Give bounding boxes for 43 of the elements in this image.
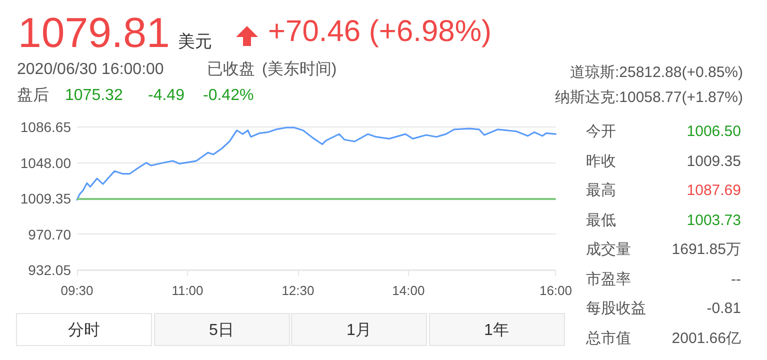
y-tick-label: 1086.65 — [20, 119, 72, 135]
text: 2001.66亿 — [672, 330, 741, 346]
text: -0.81 — [706, 300, 741, 317]
x-tick-label: 09:30 — [60, 283, 94, 298]
text: -0.42% — [203, 87, 254, 104]
text: 1月 — [291, 313, 427, 346]
x-tick-label: 14:00 — [392, 283, 425, 298]
text: 已收盘 — [207, 61, 255, 78]
text: 1087.69 — [686, 182, 741, 199]
text: 总市值 — [586, 330, 631, 346]
text: -- — [731, 270, 741, 288]
x-tick-label: 11:00 — [172, 283, 204, 298]
text: 分时 — [16, 313, 152, 346]
y-tick-label: 1009.35 — [20, 190, 72, 206]
text: 最低 — [586, 212, 616, 228]
text: 每股收益 — [586, 300, 646, 317]
x-tick-label: 16:00 — [539, 283, 572, 298]
text: 1079.81 — [18, 9, 170, 56]
text: 5日 — [154, 313, 290, 346]
line-series — [76, 126, 557, 201]
text: 美元 — [178, 32, 212, 51]
text: 道琼斯:25812.88(+0.85%) — [570, 64, 743, 81]
y-tick-label: 970.70 — [28, 226, 72, 242]
text: -4.49 — [148, 87, 184, 104]
x-tick-label: 12:30 — [282, 283, 314, 298]
text: 1075.32 — [65, 87, 123, 104]
text: 1009.35 — [686, 152, 741, 170]
text: 1年 — [428, 313, 564, 346]
text: 最高 — [586, 182, 616, 199]
y-tick-label: 932.05 — [28, 262, 72, 278]
text: +70.46 (+6.98%) — [268, 15, 492, 48]
text: 昨收 — [586, 152, 616, 170]
text: 市盈率 — [586, 270, 631, 288]
y-tick-label: 1048.00 — [20, 154, 72, 171]
text: 1003.73 — [686, 212, 741, 228]
text: 纳斯达克:10058.77(+1.87%) — [554, 89, 743, 106]
text: 今开 — [586, 123, 616, 140]
text: 2020/06/30 16:00:00 — [17, 61, 164, 78]
text: 1691.85万 — [672, 241, 741, 258]
text: 成交量 — [586, 241, 631, 258]
text: 盘后 — [17, 87, 49, 104]
text: 1006.50 — [686, 123, 741, 140]
text: (美东时间) — [262, 61, 337, 78]
